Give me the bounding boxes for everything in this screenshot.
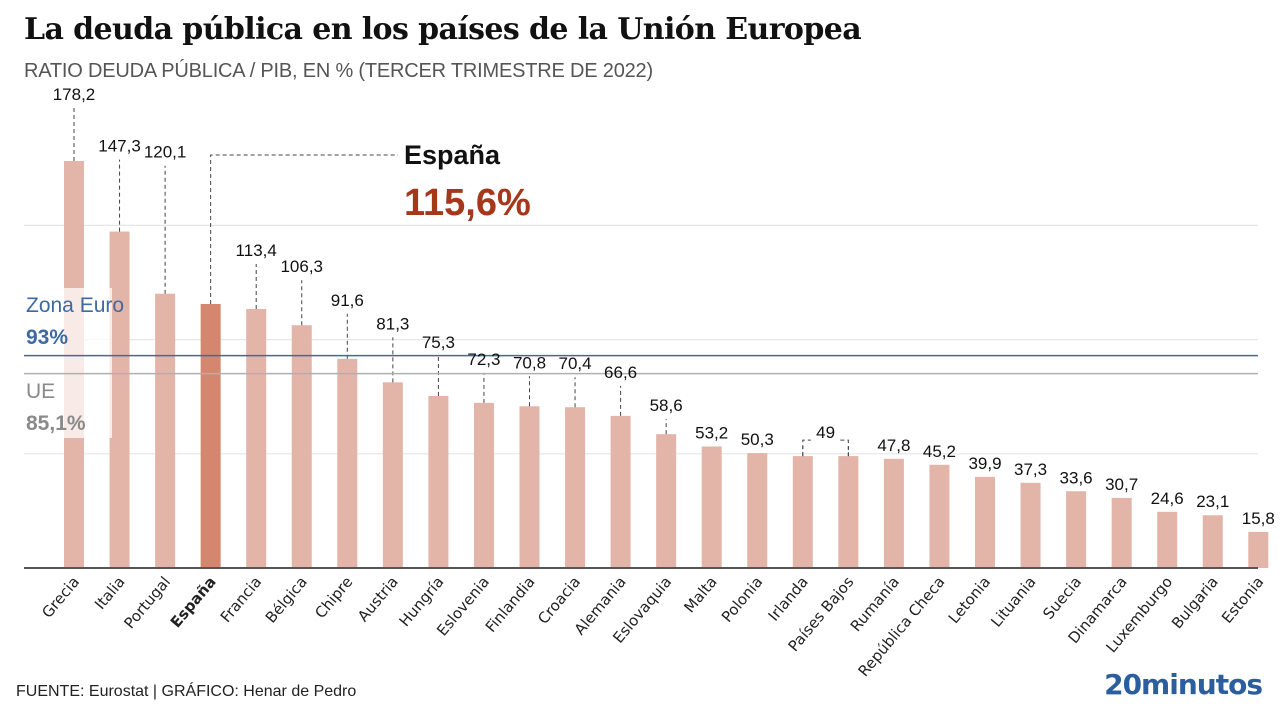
value-label: 37,3 — [1014, 460, 1047, 479]
value-label: 39,9 — [968, 454, 1001, 473]
bar-eslovenia — [473, 402, 494, 568]
category-label: Chipre — [311, 573, 356, 622]
chart-subtitle: RATIO DEUDA PÚBLICA / PIB, EN % (TERCER … — [24, 60, 653, 82]
category-label: España — [167, 573, 220, 631]
bar-chipre — [337, 358, 358, 568]
reference-label-backdrop — [24, 288, 112, 438]
category-label: Austria — [354, 573, 402, 625]
value-label: 106,3 — [280, 257, 323, 276]
reference-labels: Zona Euro 93% UE 85,1% — [26, 294, 124, 435]
bar-lituania — [1020, 482, 1041, 568]
value-label: 70,4 — [559, 354, 592, 373]
value-label: 178,2 — [53, 85, 96, 104]
category-label: Grecia — [38, 573, 83, 622]
bar-bulgaria — [1202, 515, 1223, 568]
bar-estonia — [1248, 531, 1269, 568]
category-label: Italia — [91, 573, 129, 613]
reference-lines — [24, 288, 1258, 438]
bar-austria — [382, 382, 403, 568]
value-label: 120,1 — [144, 143, 187, 162]
category-label: Francia — [217, 573, 266, 626]
value-label: 49 — [816, 423, 835, 442]
source-credit: FUENTE: Eurostat | GRÁFICO: Henar de Ped… — [16, 683, 357, 700]
eurozone-label: Zona Euro — [26, 294, 124, 317]
bar-letonia — [975, 476, 995, 568]
bar-hungría — [428, 396, 449, 568]
category-label: Polonia — [718, 573, 766, 626]
bar-rumanía — [883, 458, 904, 568]
category-labels: Grecia ItaliaPortugalEspañaFranciaBélgica… — [38, 573, 1267, 680]
bar-suecia — [1066, 491, 1087, 568]
value-label: 70,8 — [513, 353, 546, 372]
bar-croacia — [565, 407, 586, 568]
category-label: Lituania — [987, 573, 1039, 631]
bar-dinamarca — [1111, 497, 1132, 568]
eu-value: 85,1% — [26, 412, 86, 435]
value-label: 81,3 — [376, 314, 409, 333]
bar-luxemburgo — [1157, 511, 1178, 568]
leader-lines — [73, 108, 849, 457]
value-label: 58,6 — [650, 396, 683, 415]
bar-portugal — [155, 293, 176, 568]
category-label: Irlanda — [765, 573, 812, 625]
bar-irlanda — [792, 456, 813, 568]
category-label: Malta — [680, 573, 720, 616]
highlight-annotation: España 115,6% — [210, 140, 531, 304]
highlight-name: España — [404, 140, 501, 170]
value-label: 45,2 — [923, 442, 956, 461]
bar-españa — [200, 303, 221, 568]
bar-malta — [701, 446, 722, 568]
category-label: Suecia — [1039, 573, 1085, 623]
bar-finlandia — [519, 406, 540, 568]
bar-francia — [246, 309, 267, 568]
bar-polonia — [747, 453, 768, 568]
shared-label-bracket — [802, 439, 849, 457]
chart-title: La deuda pública en los países de la Uni… — [24, 12, 862, 47]
value-label: 91,6 — [331, 291, 364, 310]
value-label: 66,6 — [604, 363, 637, 382]
eurozone-value: 93% — [26, 326, 68, 349]
value-label: 113,4 — [236, 241, 277, 260]
highlight-value: 115,6% — [404, 182, 531, 224]
category-label: Portugal — [120, 573, 174, 632]
value-label: 72,3 — [467, 350, 500, 369]
bar-bélgica — [291, 325, 312, 568]
category-label: Bélgica — [262, 573, 311, 627]
bar-italia — [109, 231, 130, 568]
value-label: 75,3 — [422, 333, 455, 352]
eu-label: UE — [26, 380, 55, 403]
bar-república-checa — [929, 464, 950, 568]
highlight-leader — [210, 154, 398, 304]
gridlines — [24, 224, 1258, 455]
bar-países-bajos — [838, 456, 859, 568]
category-label: República Checa — [855, 573, 949, 680]
value-label: 50,3 — [741, 430, 774, 449]
value-label: 24,6 — [1151, 489, 1184, 508]
bar-alemania — [610, 415, 631, 568]
category-label: Estonia — [1218, 573, 1267, 627]
value-label: 53,2 — [695, 423, 728, 442]
value-label: 15,8 — [1242, 509, 1275, 528]
value-label: 33,6 — [1060, 468, 1093, 487]
bars — [64, 161, 1269, 568]
value-label: 147,3 — [98, 137, 141, 156]
bar-eslovaquia — [656, 434, 677, 568]
value-label: 47,8 — [877, 436, 910, 455]
publisher-logo: 20minutos — [1104, 668, 1263, 701]
value-label: 23,1 — [1196, 492, 1229, 511]
value-label: 30,7 — [1105, 475, 1138, 494]
category-label: Bulgaria — [1168, 573, 1222, 632]
